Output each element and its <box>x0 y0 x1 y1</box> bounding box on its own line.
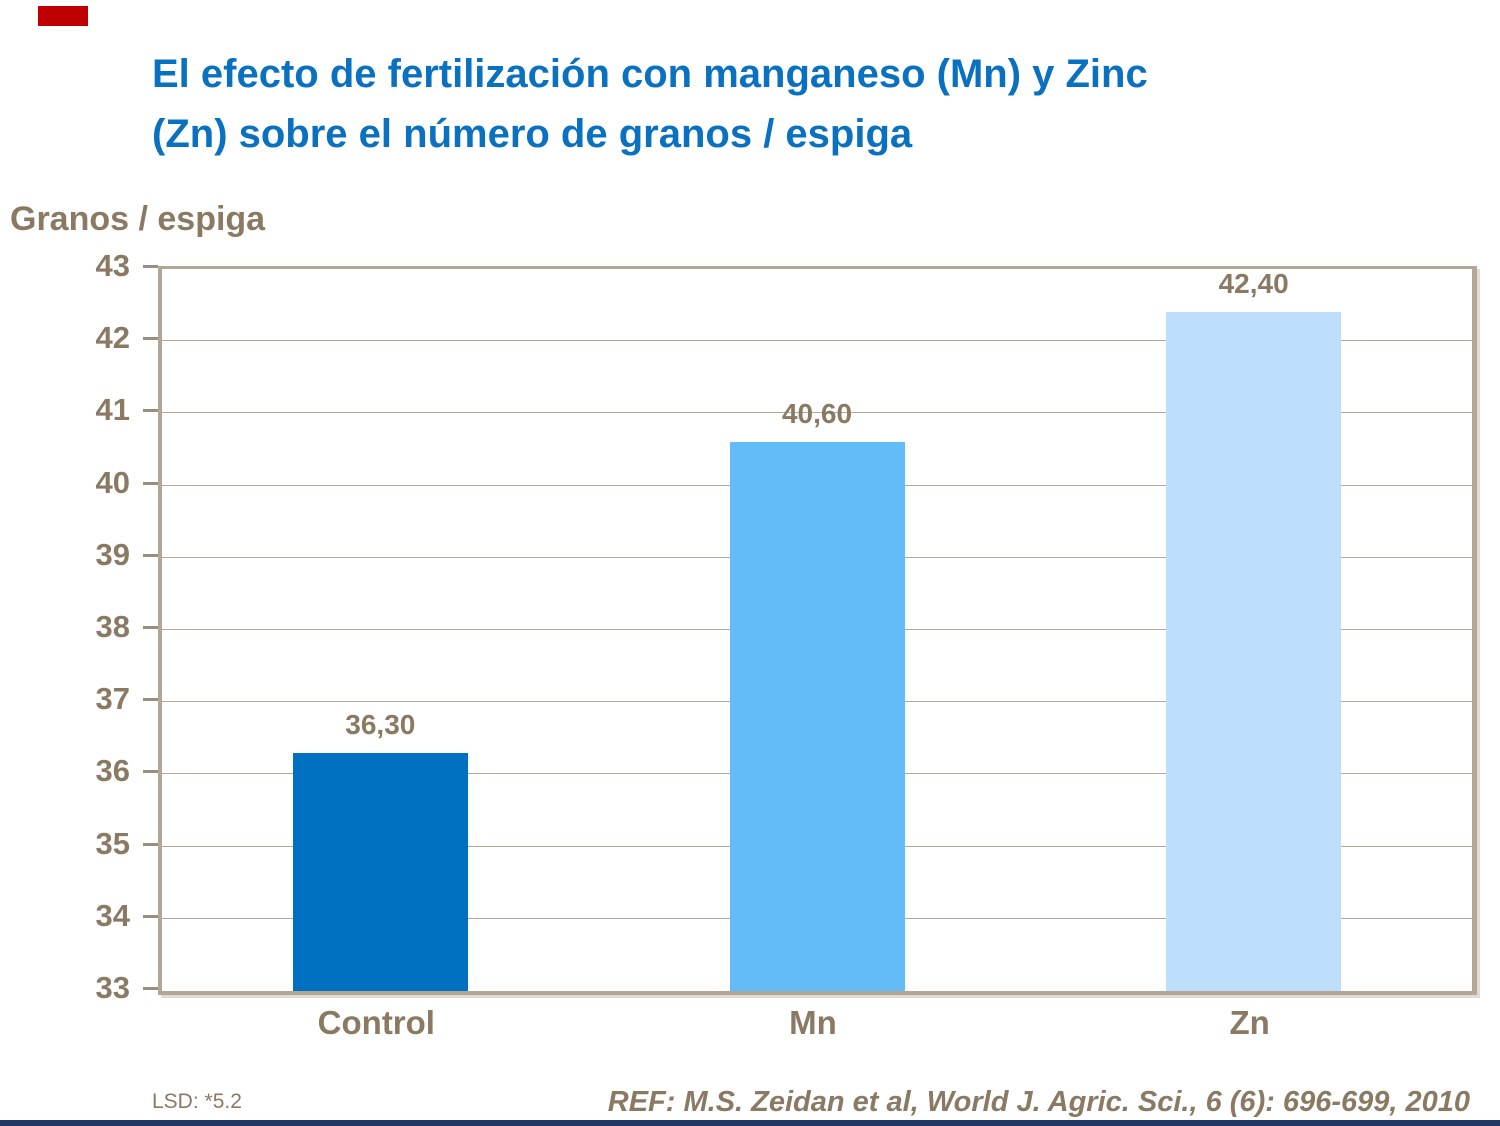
bar-value-label: 42,40 <box>1218 268 1289 300</box>
y-tick-label: 37 <box>95 681 130 717</box>
chart-title-line1: El efecto de fertilización con manganeso… <box>152 52 1148 96</box>
x-category-label: Control <box>317 1004 435 1041</box>
x-category-label: Mn <box>789 1004 837 1041</box>
reference-citation: REF: M.S. Zeidan et al, World J. Agric. … <box>607 1086 1470 1118</box>
y-tick-mark <box>143 626 158 629</box>
top-left-accent-decoration <box>38 6 88 26</box>
lsd-note: LSD: *5.2 <box>152 1090 242 1113</box>
y-tick-mark <box>143 914 158 918</box>
gridline <box>162 412 1472 414</box>
y-tick-mark <box>143 770 158 774</box>
y-tick-mark <box>143 265 158 268</box>
bar-value-label: 36,30 <box>345 708 416 740</box>
y-tick-label: 40 <box>95 464 130 500</box>
plot-area: 36,30 40,60 42,40 <box>158 266 1477 995</box>
y-tick-mark <box>143 481 158 485</box>
y-tick-label: 35 <box>95 825 130 861</box>
y-tick-label: 34 <box>95 897 130 933</box>
x-category-label: Zn <box>1229 1004 1270 1041</box>
y-tick-mark <box>143 842 158 846</box>
y-tick-mark <box>143 337 158 341</box>
y-tick-mark <box>143 409 158 413</box>
chart-title: El efecto de fertilización con manganeso… <box>152 44 1442 164</box>
bar-zn <box>1166 312 1342 991</box>
gridline <box>162 340 1472 342</box>
y-axis-unit-label: Granos / espiga <box>10 200 266 238</box>
bar-value-label: 40,60 <box>781 398 853 430</box>
y-tick-label: 36 <box>95 753 130 789</box>
bar-control <box>292 752 468 991</box>
y-tick-mark <box>143 987 158 990</box>
chart-title-line2: (Zn) sobre el número de granos / espiga <box>152 112 913 156</box>
y-tick-label: 43 <box>95 248 130 283</box>
y-tick-label: 38 <box>95 609 130 644</box>
y-tick-label: 33 <box>95 970 130 1005</box>
y-tick-mark <box>143 698 158 702</box>
bottom-bar-decoration <box>0 1120 1500 1126</box>
y-tick-mark <box>143 553 158 557</box>
y-tick-label: 42 <box>95 320 130 356</box>
y-tick-label: 41 <box>95 392 130 428</box>
bar-mn <box>729 442 905 991</box>
y-tick-label: 39 <box>95 536 130 572</box>
